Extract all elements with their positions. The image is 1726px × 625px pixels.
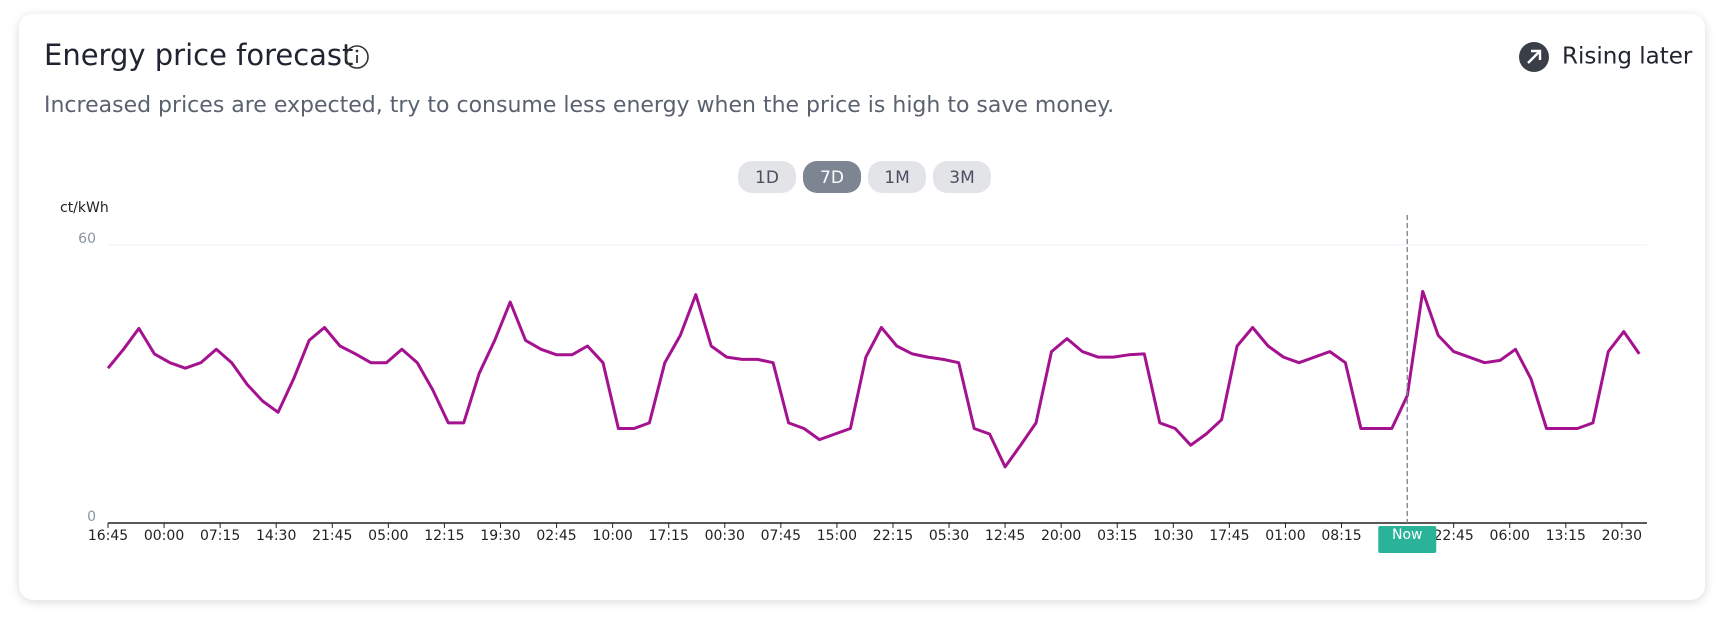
range-button-label[interactable]: 7D (820, 168, 844, 188)
range-button[interactable] (738, 161, 796, 193)
x-tick-label: 08:15 (1321, 528, 1361, 544)
x-tick-label: 14:30 (256, 528, 296, 544)
status: Rising later (1562, 44, 1693, 70)
x-tick-label: 02:45 (536, 528, 576, 544)
x-tick-label: 07:15 (200, 528, 240, 544)
y-axis-label: ct/kWh (60, 200, 109, 216)
range-button-label[interactable]: 3M (949, 168, 974, 188)
range-button[interactable] (803, 161, 861, 193)
x-tick-label: 15:00 (817, 528, 857, 544)
range-button-label[interactable]: 1M (884, 168, 909, 188)
info-icon[interactable] (345, 45, 369, 69)
x-tick-label: 06:00 (1490, 528, 1530, 544)
x-tick-label: 17:45 (1209, 528, 1249, 544)
x-tick-label: 22:45 (1433, 528, 1473, 544)
x-tick-label: 13:15 (1546, 528, 1586, 544)
x-tick-label: 20:00 (1041, 528, 1081, 544)
price-line (106, 289, 1641, 469)
x-tick-label: 03:15 (1097, 528, 1137, 544)
x-tick-label: 07:45 (761, 528, 801, 544)
x-tick-label: 10:30 (1153, 528, 1193, 544)
x-tick-label: 20:30 (1602, 528, 1642, 544)
status-icon (1519, 42, 1549, 72)
x-tick-label: 00:30 (705, 528, 745, 544)
y-tick-label: 60 (78, 231, 96, 247)
card (19, 14, 1705, 600)
x-tick-label: 16:45 (88, 528, 128, 544)
range-button-label[interactable]: 1D (755, 168, 779, 188)
x-tick-label: 12:15 (424, 528, 464, 544)
y-tick-label: 0 (87, 509, 96, 525)
x-tick-label: 17:15 (649, 528, 689, 544)
range-button[interactable] (868, 161, 926, 193)
x-tick-label: 10:00 (592, 528, 632, 544)
title: Energy price forecast (44, 38, 353, 72)
x-tick-label: 19:30 (480, 528, 520, 544)
now-label: Now (1392, 527, 1423, 543)
x-tick-label: 12:45 (985, 528, 1025, 544)
subtitle: Increased prices are expected, try to co… (44, 93, 1114, 118)
x-tick-label: 21:45 (312, 528, 352, 544)
range-button[interactable] (933, 161, 991, 193)
now-badge (1378, 526, 1437, 553)
x-tick-label: 01:00 (1265, 528, 1305, 544)
x-tick-label: 05:30 (929, 528, 969, 544)
x-tick-label: 00:00 (144, 528, 184, 544)
x-tick-label: 22:15 (873, 528, 913, 544)
x-tick-label: 05:00 (368, 528, 408, 544)
